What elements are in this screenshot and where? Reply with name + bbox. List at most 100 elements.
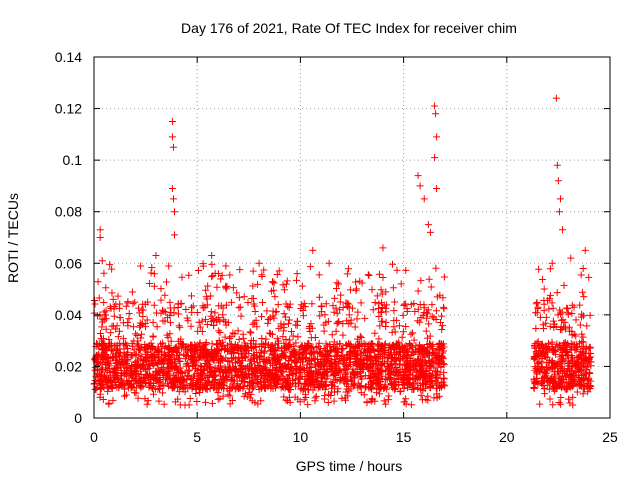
data-point	[433, 379, 441, 387]
data-point	[417, 277, 425, 285]
data-point	[129, 300, 137, 308]
data-point	[379, 244, 387, 252]
data-point	[163, 331, 171, 339]
x-tick-label: 0	[90, 429, 98, 445]
data-point	[557, 316, 565, 324]
data-point	[432, 367, 440, 375]
data-point	[291, 359, 299, 367]
data-point	[210, 382, 218, 390]
data-point	[150, 301, 158, 309]
data-point	[380, 385, 388, 393]
data-point	[215, 302, 223, 310]
data-point	[565, 380, 573, 388]
data-point	[175, 388, 183, 396]
data-point	[105, 335, 113, 343]
data-point	[339, 320, 347, 328]
data-point	[557, 400, 565, 408]
data-point	[368, 339, 376, 347]
data-point	[224, 358, 232, 366]
data-point	[207, 292, 215, 300]
data-point	[555, 372, 563, 380]
data-point	[165, 365, 173, 373]
data-point	[294, 333, 302, 341]
data-point	[216, 365, 224, 373]
data-point	[347, 316, 355, 324]
data-point	[576, 348, 584, 356]
data-point	[112, 381, 120, 389]
data-point	[263, 371, 271, 379]
data-point	[407, 352, 415, 360]
data-point	[427, 363, 435, 371]
data-point	[577, 271, 585, 279]
data-point	[535, 265, 543, 273]
data-point	[101, 311, 109, 319]
data-point	[170, 355, 178, 363]
data-point	[309, 386, 317, 394]
data-point	[399, 345, 407, 353]
data-point	[305, 357, 313, 365]
data-point	[224, 342, 232, 350]
data-point	[137, 330, 145, 338]
data-point	[420, 344, 428, 352]
data-point	[242, 343, 250, 351]
data-point	[202, 350, 210, 358]
data-point	[387, 381, 395, 389]
data-point	[181, 401, 189, 409]
data-point	[566, 346, 574, 354]
data-point	[339, 374, 347, 382]
data-point	[378, 347, 386, 355]
data-point	[557, 384, 565, 392]
data-point	[332, 327, 340, 335]
data-point	[215, 314, 223, 322]
data-point	[400, 371, 408, 379]
data-point	[397, 280, 405, 288]
data-point	[300, 396, 308, 404]
data-point	[130, 323, 138, 331]
data-point	[283, 277, 291, 285]
data-point	[219, 311, 227, 319]
data-point	[236, 266, 244, 274]
data-point	[196, 362, 204, 370]
data-point	[258, 383, 266, 391]
data-point	[342, 342, 350, 350]
data-point	[157, 285, 165, 293]
data-point	[389, 284, 397, 292]
data-point	[282, 300, 290, 308]
data-point	[352, 285, 360, 293]
data-point	[226, 400, 234, 408]
data-point	[237, 312, 245, 320]
data-point	[579, 360, 587, 368]
data-point	[219, 338, 227, 346]
data-point	[189, 358, 197, 366]
data-point	[229, 284, 237, 292]
data-point	[312, 344, 320, 352]
data-point	[284, 376, 292, 384]
data-point	[155, 369, 163, 377]
data-point	[222, 321, 230, 329]
data-point	[377, 309, 385, 317]
data-point	[371, 298, 379, 306]
data-point	[116, 327, 124, 335]
data-point	[317, 303, 325, 311]
data-point	[158, 380, 166, 388]
data-point	[300, 350, 308, 358]
data-point	[539, 354, 547, 362]
data-point	[393, 266, 401, 274]
data-point	[98, 323, 106, 331]
data-point	[438, 325, 446, 333]
data-point	[535, 359, 543, 367]
data-point	[156, 373, 164, 381]
data-point	[229, 345, 237, 353]
data-point	[380, 397, 388, 405]
data-point	[544, 348, 552, 356]
data-point	[91, 297, 99, 305]
data-point	[236, 303, 244, 311]
data-point	[433, 293, 441, 301]
data-point	[330, 308, 338, 316]
data-point	[133, 332, 141, 340]
data-point	[149, 390, 157, 398]
data-point	[134, 394, 142, 402]
data-point	[381, 366, 389, 374]
data-point	[208, 273, 216, 281]
data-point	[255, 259, 263, 267]
